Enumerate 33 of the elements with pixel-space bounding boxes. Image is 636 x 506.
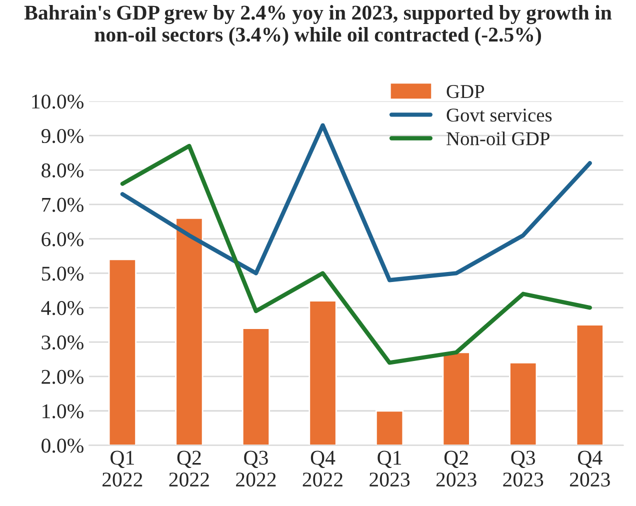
line-series	[120, 123, 592, 282]
x-tick-label: Q3 2022	[236, 450, 276, 487]
bar	[576, 324, 604, 446]
x-tick-label: Q3 2023	[503, 450, 544, 487]
legend-label: Govt services	[446, 108, 552, 122]
x-tick-label: Q1 2023	[370, 450, 410, 487]
x-tick-label: Q2 2023	[436, 450, 476, 487]
bar	[509, 362, 538, 446]
x-tick-label: Q1 2022	[102, 450, 142, 487]
y-tick-label: 0.0%	[42, 438, 84, 453]
y-tick-label: 3.0%	[42, 335, 84, 350]
y-tick-label: 6.0%	[42, 232, 84, 246]
bar	[175, 217, 204, 446]
y-tick-label: 7.0%	[42, 198, 84, 212]
x-tick-label: Q4 2023	[570, 450, 610, 487]
y-tick-label: 10.0%	[32, 94, 84, 109]
legend-label: GDP	[446, 85, 484, 98]
bar	[376, 410, 404, 446]
y-tick-label: 2.0%	[42, 370, 84, 384]
line-series	[120, 144, 592, 365]
y-tick-label: 1.0%	[42, 404, 84, 418]
x-tick-label: Q4 2022	[302, 450, 342, 487]
bar	[242, 328, 270, 446]
legend-label: Non-oil GDP	[446, 132, 550, 146]
chart-title: Bahrain's GDP grew by 2.4% yoy in 2023, supported by growth in non-oil sectors (3.4%) while oil contracted (-2.5%)	[24, 5, 612, 46]
bar	[308, 300, 337, 446]
y-tick-label: 4.0%	[41, 301, 84, 316]
bar	[108, 258, 136, 446]
y-tick-label: 8.0%	[42, 163, 84, 178]
x-tick-label: Q2 2022	[169, 450, 209, 487]
bar	[442, 352, 470, 446]
y-tick-label: 9.0%	[41, 128, 84, 144]
y-tick-label: 5.0%	[42, 266, 84, 281]
